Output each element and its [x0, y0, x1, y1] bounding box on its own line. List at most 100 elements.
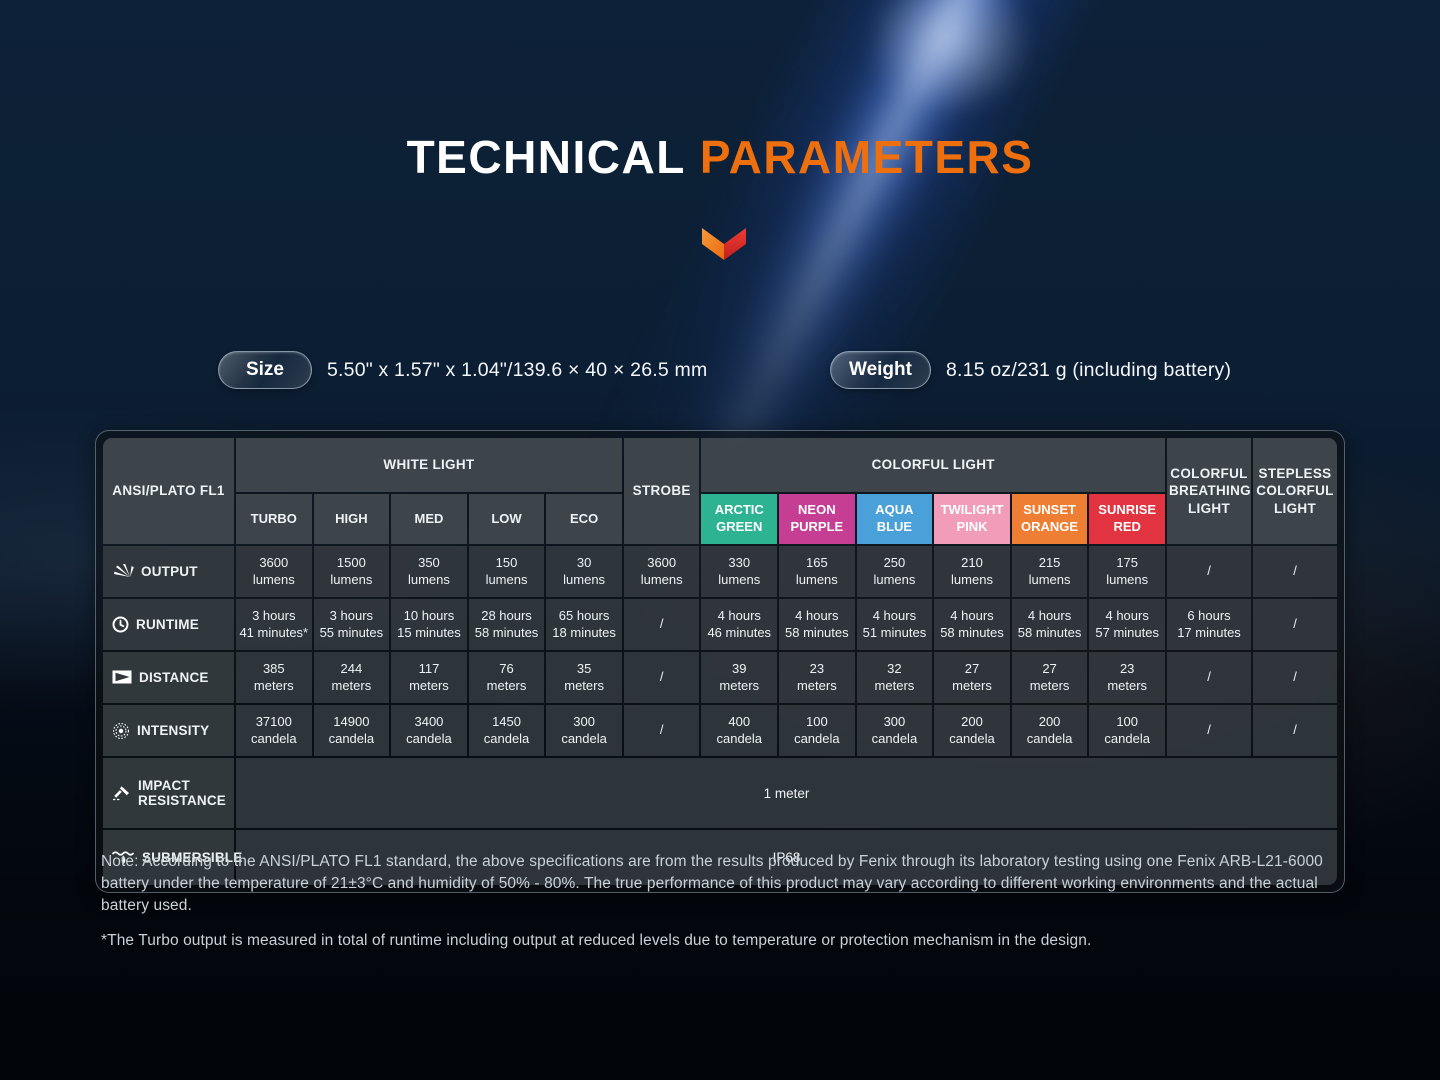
table-cell: /: [1253, 546, 1337, 597]
color-mode-header: SUNSET ORANGE: [1011, 494, 1088, 544]
table-cell: 37100 candela: [236, 705, 312, 756]
row-label: RUNTIME: [136, 616, 199, 632]
white-mode-header: MED: [391, 494, 467, 544]
impact-resistance-row-header: IMPACT RESISTANCE: [103, 758, 234, 829]
white-mode-header: HIGH: [313, 494, 390, 544]
colorful-light-group-header: COLORFUL LIGHT: [701, 438, 1165, 492]
turbo-note: *The Turbo output is measured in total o…: [101, 932, 1092, 949]
distance-row: DISTANCE 385 meters 244 meters 117 meters 76…: [103, 652, 1337, 703]
intensity-row-header: INTENSITY: [103, 705, 234, 756]
table-cell: /: [1253, 599, 1337, 650]
table-cell: 150 lumens: [468, 546, 545, 597]
weight-pill: Weight: [830, 351, 931, 389]
white-mode-header: LOW: [468, 494, 545, 544]
table-cell: 215 lumens: [1011, 546, 1088, 597]
table-cell: 1500 lumens: [313, 546, 390, 597]
ansi-note: Note: According to the ANSI/PLATO FL1 st…: [101, 853, 1323, 914]
color-mode-header: ARCTIC GREEN: [701, 494, 778, 544]
table-cell: 3 hours 55 minutes: [313, 599, 390, 650]
impact-resistance-label: IMPACT RESISTANCE: [138, 777, 227, 809]
table-cell: 117 meters: [391, 652, 467, 703]
title-accent: PARAMETERS: [699, 131, 1034, 183]
table-cell: 4 hours 57 minutes: [1089, 599, 1165, 650]
table-cell: 14900 candela: [313, 705, 390, 756]
table-cell: 23 meters: [779, 652, 855, 703]
runtime-row: RUNTIME 3 hours 41 minutes* 3 hours 55 min…: [103, 599, 1337, 650]
color-mode-header: AQUA BLUE: [856, 494, 933, 544]
table-cell: 350 lumens: [391, 546, 467, 597]
table-cell: 165 lumens: [779, 546, 855, 597]
table-cell: 76 meters: [468, 652, 545, 703]
row-label: OUTPUT: [141, 563, 198, 579]
table-cell: 32 meters: [856, 652, 933, 703]
table-cell: /: [1253, 705, 1337, 756]
table-cell: 210 lumens: [934, 546, 1010, 597]
table-cell: 27 meters: [934, 652, 1010, 703]
output-row-header: OUTPUT: [103, 546, 234, 597]
size-value: 5.50" x 1.57" x 1.04"/139.6 × 40 × 26.5 …: [327, 358, 708, 381]
submersible-label: SUBMERSIBLE: [142, 849, 243, 865]
corner-header: ANSI/PLATO FL1: [103, 438, 234, 544]
title-prefix: TECHNICAL: [406, 131, 686, 183]
distance-row-header: DISTANCE: [103, 652, 234, 703]
table-cell: 28 hours 58 minutes: [468, 599, 545, 650]
submersible-value: IP68: [236, 830, 1337, 886]
submersible-row-header: SUBMERSIBLE: [103, 830, 242, 886]
color-mode-header: TWILIGHT PINK: [934, 494, 1010, 544]
table-cell: 250 lumens: [856, 546, 933, 597]
mode-header-row: TURBO HIGH MED LOW ECO ARCTIC GREEN NEON PURPL…: [103, 494, 1337, 544]
row-label: DISTANCE: [139, 669, 209, 685]
table-cell: 300 candela: [546, 705, 622, 756]
table-cell: 200 candela: [934, 705, 1010, 756]
table-cell: 4 hours 58 minutes: [1011, 599, 1088, 650]
table-cell: 3400 candela: [391, 705, 467, 756]
table-cell: 4 hours 58 minutes: [779, 599, 855, 650]
table-cell: 175 lumens: [1089, 546, 1165, 597]
table-cell: 10 hours 15 minutes: [391, 599, 467, 650]
table-cell: 330 lumens: [701, 546, 778, 597]
table-cell: 200 candela: [1011, 705, 1088, 756]
runtime-clock-icon: [112, 616, 129, 633]
table-cell: 4 hours 58 minutes: [934, 599, 1010, 650]
table-cell: 3 hours 41 minutes*: [236, 599, 312, 650]
submersible-water-icon: [112, 851, 135, 865]
intensity-row: INTENSITY 37100 candela 14900 candela 3400 …: [103, 705, 1337, 756]
output-row: OUTPUT 3600 lumens 1500 lumens 350 lumens 15…: [103, 546, 1337, 597]
table-cell: /: [623, 652, 700, 703]
table-cell: 39 meters: [701, 652, 778, 703]
table-cell: 4 hours 46 minutes: [701, 599, 778, 650]
table-cell: /: [623, 705, 700, 756]
table-cell: 385 meters: [236, 652, 312, 703]
footnotes: Note: According to the ANSI/PLATO FL1 st…: [101, 851, 1341, 952]
table-cell: 65 hours 18 minutes: [546, 599, 622, 650]
row-label: INTENSITY: [137, 722, 210, 738]
impact-hammer-icon: [112, 785, 131, 801]
table-cell: 30 lumens: [546, 546, 622, 597]
spec-table: ANSI/PLATO FL1 WHITE LIGHT STROBE COLORF…: [101, 436, 1339, 887]
table-cell: /: [1253, 652, 1337, 703]
white-mode-header: TURBO: [236, 494, 312, 544]
table-cell: 244 meters: [313, 652, 390, 703]
impact-resistance-row: IMPACT RESISTANCE 1 meter: [103, 758, 1337, 829]
spec-table-panel: ANSI/PLATO FL1 WHITE LIGHT STROBE COLORF…: [95, 430, 1345, 894]
table-cell: /: [1167, 705, 1251, 756]
intensity-icon: [112, 722, 130, 740]
page-title: TECHNICAL PARAMETERS: [0, 130, 1440, 184]
distance-beam-icon: [112, 670, 132, 684]
white-mode-header: ECO: [546, 494, 622, 544]
colorful-breathing-light-header: COLORFUL BREATHING LIGHT: [1167, 438, 1251, 544]
color-mode-header: SUNRISE RED: [1089, 494, 1165, 544]
table-cell: /: [1167, 546, 1251, 597]
table-cell: 1450 candela: [468, 705, 545, 756]
table-cell: 100 candela: [779, 705, 855, 756]
output-icon: [112, 563, 134, 579]
table-cell: 6 hours 17 minutes: [1167, 599, 1251, 650]
weight-spec: Weight 8.15 oz/231 g (including battery): [830, 351, 1231, 389]
white-light-group-header: WHITE LIGHT: [236, 438, 622, 492]
strobe-header: STROBE: [623, 438, 700, 544]
size-spec: Size 5.50" x 1.57" x 1.04"/139.6 × 40 × …: [218, 351, 707, 389]
color-mode-header: NEON PURPLE: [779, 494, 855, 544]
weight-value: 8.15 oz/231 g (including battery): [945, 358, 1232, 381]
group-header-row: ANSI/PLATO FL1 WHITE LIGHT STROBE COLORF…: [103, 438, 1337, 544]
table-cell: 100 candela: [1089, 705, 1165, 756]
